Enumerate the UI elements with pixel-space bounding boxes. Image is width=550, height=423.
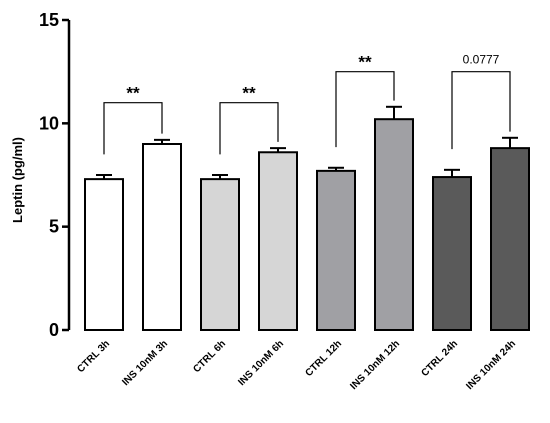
y-tick-label: 5 [49, 217, 59, 237]
x-tick-label: CTRL 12h [303, 338, 344, 379]
y-tick-label: 15 [39, 10, 59, 30]
bar [142, 143, 182, 331]
bar [374, 118, 414, 331]
bar [200, 178, 240, 331]
y-axis: 0 5 10 15 [39, 10, 71, 340]
significance-bracket [451, 71, 511, 150]
x-tick-label: INS 10nM 12h [348, 338, 402, 392]
y-axis-label: Leptin (pg/ml) [10, 137, 25, 223]
bar [84, 178, 124, 331]
x-tick-label: INS 10nM 24h [464, 338, 518, 392]
bar [432, 176, 472, 331]
bar [490, 147, 530, 331]
bar [316, 169, 356, 331]
significance-label: 0.0777 [463, 53, 500, 67]
bar [258, 151, 298, 331]
significance-label: ** [242, 84, 256, 103]
y-tick-label: 0 [49, 320, 59, 340]
x-tick-label: CTRL 6h [191, 338, 228, 375]
x-tick-label: CTRL 3h [75, 338, 112, 375]
x-tick-labels: CTRL 3h INS 10nM 3h CTRL 6h INS 10nM 6h CTRL… [75, 338, 518, 392]
x-tick-label: INS 10nM 6h [236, 338, 286, 388]
x-tick-label: INS 10nM 3h [120, 338, 170, 388]
y-tick-label: 10 [39, 113, 59, 133]
significance-label: ** [358, 53, 372, 72]
significance-bracket [103, 102, 163, 155]
bars [84, 118, 530, 331]
significance-bracket [335, 71, 395, 148]
error-bars [96, 105, 518, 180]
x-tick-label: CTRL 24h [419, 338, 460, 379]
significance-bracket [219, 102, 279, 155]
significance-annotations: ** ** ** 0.0777 [103, 53, 511, 155]
significance-label: ** [126, 84, 140, 103]
